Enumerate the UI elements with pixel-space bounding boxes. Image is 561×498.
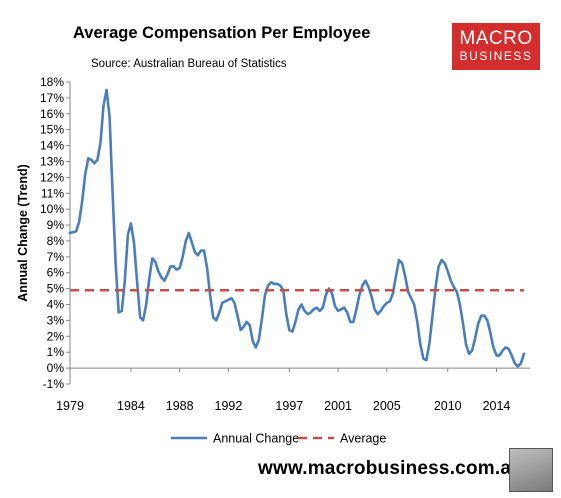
- y-tick-label: 17%: [40, 91, 64, 105]
- legend-label-average: Average: [340, 432, 386, 446]
- chart-title: Average Compensation Per Employee: [73, 24, 371, 42]
- y-tick-label: 13%: [40, 154, 64, 168]
- wolf-logo-icon: [509, 448, 553, 492]
- logo-line2: BUSINESS: [459, 49, 533, 63]
- y-tick-label: 12%: [40, 170, 64, 184]
- x-tick-label: 1984: [117, 399, 145, 413]
- x-tick-label: 2001: [324, 399, 352, 413]
- x-tick-label: 1992: [215, 399, 243, 413]
- x-tick-label: 1979: [56, 399, 84, 413]
- y-tick-label: 11%: [41, 186, 64, 200]
- x-tick-label: 2005: [373, 399, 401, 413]
- logo-line1: MACRO: [459, 28, 533, 49]
- y-axis-title: Annual Change (Trend): [16, 164, 30, 302]
- y-tick-label: -1%: [43, 377, 65, 391]
- y-tick-label: 8%: [47, 234, 65, 248]
- y-tick-label: 1%: [47, 345, 65, 359]
- y-tick-label: 16%: [40, 107, 64, 121]
- y-tick-label: 14%: [40, 139, 64, 153]
- series-line-annual-change: [68, 88, 526, 368]
- x-tick-label: 1988: [166, 399, 194, 413]
- y-tick-label: 3%: [47, 313, 65, 327]
- chart-source: Source: Australian Bureau of Statistics: [91, 58, 287, 70]
- y-tick-label: 18%: [40, 75, 64, 89]
- y-tick-label: 9%: [47, 218, 65, 232]
- y-tick-label: 6%: [47, 266, 65, 280]
- y-tick-label: 15%: [40, 123, 64, 137]
- x-tick-label: 2010: [434, 399, 462, 413]
- y-tick-label: 7%: [47, 250, 65, 264]
- legend-label-annual-change: Annual Change: [213, 432, 299, 446]
- x-tick-label: 2014: [483, 399, 511, 413]
- website-url: www.macrobusiness.com.au: [258, 458, 523, 479]
- y-tick-label: 10%: [40, 202, 64, 216]
- macrobusiness-logo: MACRO BUSINESS: [452, 23, 540, 70]
- y-tick-label: 5%: [47, 282, 65, 296]
- y-tick-label: 4%: [47, 298, 65, 312]
- y-tick-label: 0%: [47, 361, 65, 375]
- x-tick-label: 1997: [275, 399, 303, 413]
- y-tick-label: 2%: [47, 329, 65, 343]
